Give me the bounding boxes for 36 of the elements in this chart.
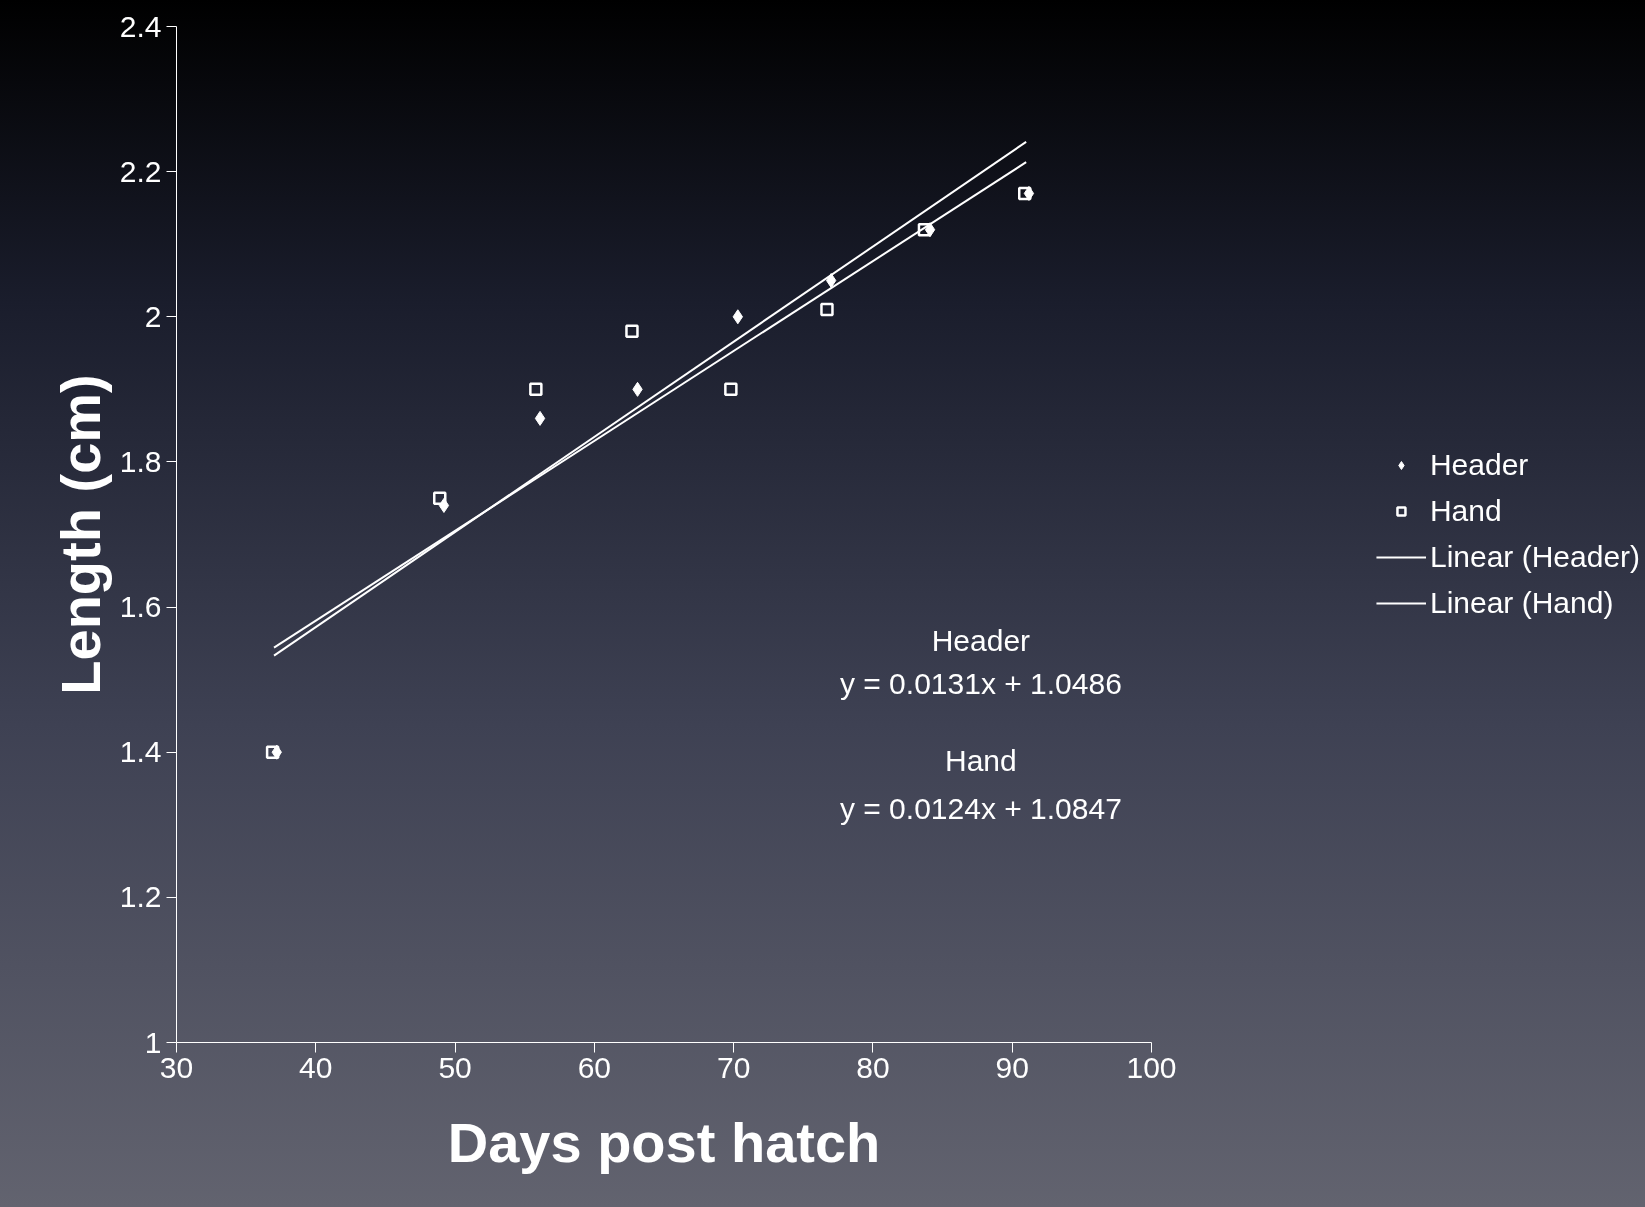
point xyxy=(1018,186,1032,201)
point xyxy=(534,410,546,426)
x-tick-label: 70 xyxy=(716,1050,751,1084)
point xyxy=(529,382,543,397)
point xyxy=(265,745,280,759)
point xyxy=(724,382,738,397)
y-tick-label: 2.4 xyxy=(119,9,162,43)
annotation: Hand xyxy=(945,743,1017,777)
point xyxy=(433,491,447,505)
x-tick-label: 80 xyxy=(856,1050,890,1084)
point xyxy=(625,324,639,339)
annotation: y = 0.0124x + 1.0847 xyxy=(839,792,1122,826)
x-tick-label: 90 xyxy=(995,1050,1029,1084)
y-tick-label: 2 xyxy=(144,299,162,333)
x-tick-label: 40 xyxy=(299,1050,333,1084)
x-tick-label: 30 xyxy=(159,1050,194,1084)
legend-label: Header xyxy=(1429,448,1529,482)
y-tick-label: 1 xyxy=(144,1025,162,1059)
point xyxy=(825,273,837,288)
point xyxy=(917,222,932,237)
point xyxy=(820,302,834,317)
x-tick-label: 60 xyxy=(577,1050,612,1084)
y-tick-label: 1.2 xyxy=(119,880,162,914)
y-tick-label: 1.6 xyxy=(119,590,162,624)
y-tick-label: 2.2 xyxy=(119,154,162,188)
annotation: y = 0.0131x + 1.0486 xyxy=(839,667,1122,701)
y-tick-label: 1.8 xyxy=(119,444,162,478)
annotation: Header xyxy=(931,623,1031,657)
y-axis-title: Length (cm) xyxy=(48,374,112,695)
x-axis-title: Days post hatch xyxy=(447,1110,881,1174)
legend-label: Hand xyxy=(1429,494,1502,528)
x-tick-label: 50 xyxy=(438,1050,472,1084)
y-tick-label: 1.4 xyxy=(119,735,162,769)
legend-label: Linear (Header) xyxy=(1429,540,1641,574)
x-tick-label: 100 xyxy=(1126,1050,1177,1084)
legend-label: Linear (Hand) xyxy=(1429,586,1614,620)
